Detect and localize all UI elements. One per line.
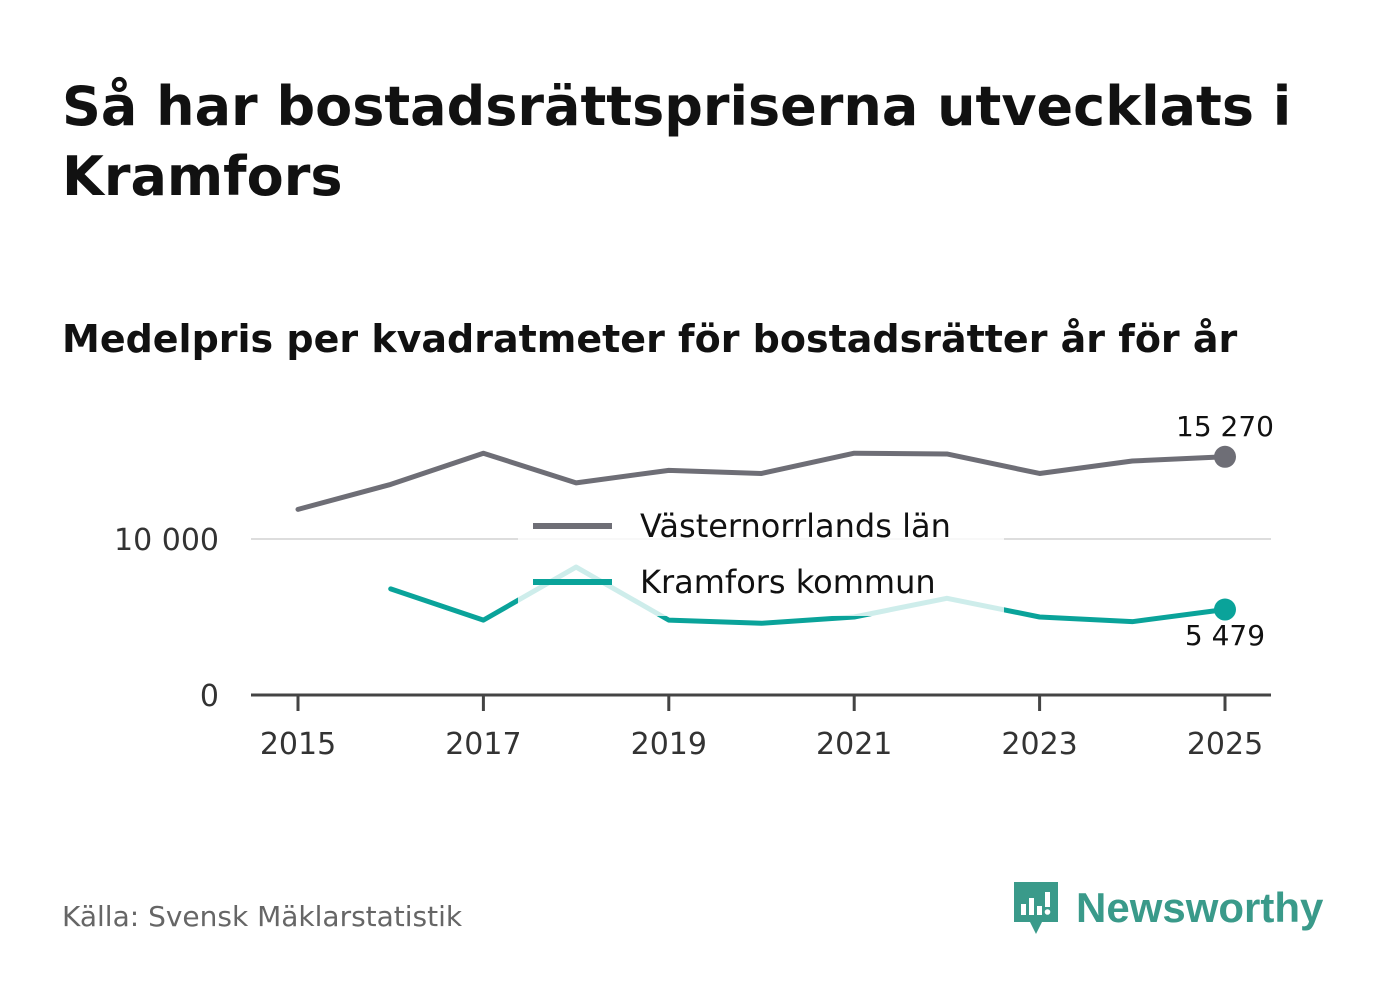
x-tick-label: 2025 — [1187, 727, 1263, 762]
brand-logo: Newsworthy — [1010, 878, 1323, 938]
end-labels: 15 270 5 479 — [1176, 410, 1274, 652]
source-credit: Källa: Svensk Mäklarstatistik — [62, 900, 463, 933]
y-axis-labels: 0 10 000 — [114, 523, 219, 714]
x-tick-label: 2015 — [260, 727, 336, 762]
end-point — [1214, 445, 1236, 468]
legend-label: Västernorrlands län — [640, 507, 951, 545]
chart-subtitle: Medelpris per kvadratmeter för bostadsrä… — [62, 317, 1238, 361]
brand-name: Newsworthy — [1076, 884, 1324, 931]
y-tick-label: 10 000 — [114, 523, 219, 558]
end-point — [1214, 598, 1236, 621]
legend: Västernorrlands län Kramfors kommun — [518, 498, 1004, 616]
legend-label: Kramfors kommun — [640, 563, 936, 601]
end-value-label: 5 479 — [1185, 619, 1265, 652]
legend-background — [518, 498, 1004, 616]
newsworthy-logo-icon — [1014, 882, 1058, 934]
chart-title: Så har bostadsrättspriserna utvecklats i… — [62, 75, 1292, 208]
x-tick-label: 2019 — [631, 727, 707, 762]
end-value-label: 15 270 — [1176, 410, 1274, 443]
x-tick-label: 2023 — [1001, 727, 1077, 762]
x-tick-label: 2021 — [816, 727, 892, 762]
y-tick-label: 0 — [200, 679, 219, 714]
x-axis: 2015 2017 2019 2021 2023 2025 — [251, 693, 1271, 762]
x-tick-label: 2017 — [445, 727, 521, 762]
